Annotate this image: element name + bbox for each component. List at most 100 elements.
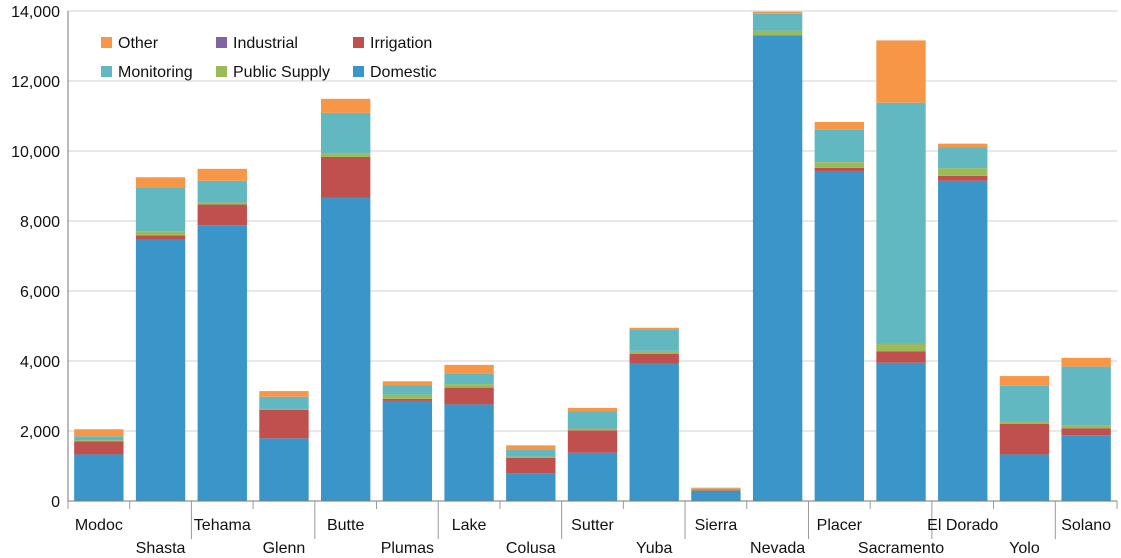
legend-label: Irrigation	[370, 35, 432, 52]
x-tick-label: Sierra	[695, 517, 738, 534]
legend-swatch	[101, 66, 112, 77]
bar-segment	[567, 407, 618, 412]
bar-segment	[135, 235, 186, 240]
bar-segment	[876, 102, 926, 344]
bar-segment	[74, 454, 124, 501]
bar-segment	[74, 429, 124, 437]
bar-segment	[135, 187, 186, 232]
bar-segment	[382, 381, 433, 386]
y-tick-label: 14,000	[11, 4, 60, 21]
bar-segment	[876, 343, 926, 352]
x-tick-label: Placer	[817, 517, 863, 534]
bar-segment	[567, 430, 618, 453]
bar-segment	[320, 112, 371, 154]
bar-segment	[752, 30, 803, 36]
bar-segment	[999, 454, 1050, 501]
x-tick-label: Solano	[1061, 517, 1111, 534]
bar-segment	[382, 385, 433, 395]
legend-swatch	[353, 66, 364, 77]
bar-segment	[752, 13, 803, 31]
bar-segment	[320, 98, 371, 113]
bar-segment	[691, 491, 741, 501]
bar-segment	[629, 329, 679, 351]
y-tick-label: 8,000	[20, 214, 60, 231]
bar-segment	[197, 204, 247, 226]
y-tick-label: 12,000	[11, 74, 60, 91]
bar-segment	[320, 153, 371, 157]
bar-segment	[74, 441, 124, 455]
bar-segment	[876, 362, 926, 501]
bar-segment	[506, 456, 556, 458]
bar-segment	[259, 396, 309, 409]
bar-segment	[506, 449, 556, 457]
bar-segment	[629, 354, 679, 364]
bar-segment	[444, 384, 494, 388]
bar-segment	[320, 197, 371, 501]
bar-segment	[135, 231, 186, 236]
bar-segment	[444, 364, 494, 374]
legend-label: Other	[118, 35, 159, 52]
bar-segment	[691, 488, 741, 491]
x-tick-label: Shasta	[136, 540, 186, 557]
y-tick-label: 6,000	[20, 284, 60, 301]
bar-segment	[444, 404, 494, 501]
bar-segment	[1061, 435, 1111, 501]
bar-segment	[567, 428, 618, 431]
bar-segment	[999, 424, 1050, 455]
bar-segment	[629, 350, 679, 354]
legend-swatch	[216, 37, 227, 48]
bar-segment	[259, 438, 309, 501]
y-tick-label: 0	[51, 494, 60, 511]
x-tick-label: Tehama	[194, 517, 251, 534]
x-tick-label: Glenn	[263, 540, 306, 557]
bar-segment	[752, 11, 803, 14]
legend-label: Domestic	[370, 64, 437, 81]
bar-segment	[814, 129, 865, 163]
x-tick-label: Butte	[327, 517, 364, 534]
bar-segment	[506, 457, 556, 474]
bar-segment	[567, 411, 618, 429]
x-tick-label: Nevada	[750, 540, 805, 557]
x-tick-label: Plumas	[381, 540, 434, 557]
bar-segment	[629, 327, 679, 330]
bar-segment	[876, 40, 926, 103]
bar-segment	[567, 452, 618, 501]
bar-segment	[1061, 366, 1111, 426]
bar-segment	[1061, 425, 1111, 429]
bar-segment	[135, 177, 186, 188]
bar-segment	[259, 410, 309, 439]
bar-segment	[629, 363, 679, 501]
bar-segment	[382, 394, 433, 399]
bar-segment	[814, 121, 865, 130]
bar-segment	[1061, 428, 1111, 436]
bar-segment	[752, 35, 803, 501]
x-tick-label: Sutter	[571, 517, 614, 534]
bar-segment	[999, 385, 1050, 422]
bar-segment	[197, 180, 247, 203]
bar-segment	[814, 170, 865, 501]
legend-swatch	[353, 37, 364, 48]
y-tick-label: 2,000	[20, 424, 60, 441]
bar-segment	[938, 143, 988, 148]
bar-segment	[1061, 357, 1111, 367]
x-tick-label: Lake	[452, 517, 487, 534]
bar-segment	[938, 147, 988, 169]
bar-segment	[320, 156, 371, 198]
bar-segment	[999, 421, 1050, 424]
legend-label: Industrial	[233, 35, 298, 52]
x-tick-label: Modoc	[75, 517, 123, 534]
y-tick-label: 4,000	[20, 354, 60, 371]
bar-segment	[938, 168, 988, 176]
bar-segment	[382, 398, 433, 401]
bar-segment	[197, 202, 247, 205]
bar-segment	[938, 175, 988, 181]
y-tick-label: 10,000	[11, 144, 60, 161]
bar-segment	[814, 167, 865, 171]
bar-segment	[74, 436, 124, 441]
bar-segment	[382, 400, 433, 501]
bar-segment	[444, 387, 494, 405]
legend-swatch	[216, 66, 227, 77]
bar-segment	[814, 162, 865, 168]
